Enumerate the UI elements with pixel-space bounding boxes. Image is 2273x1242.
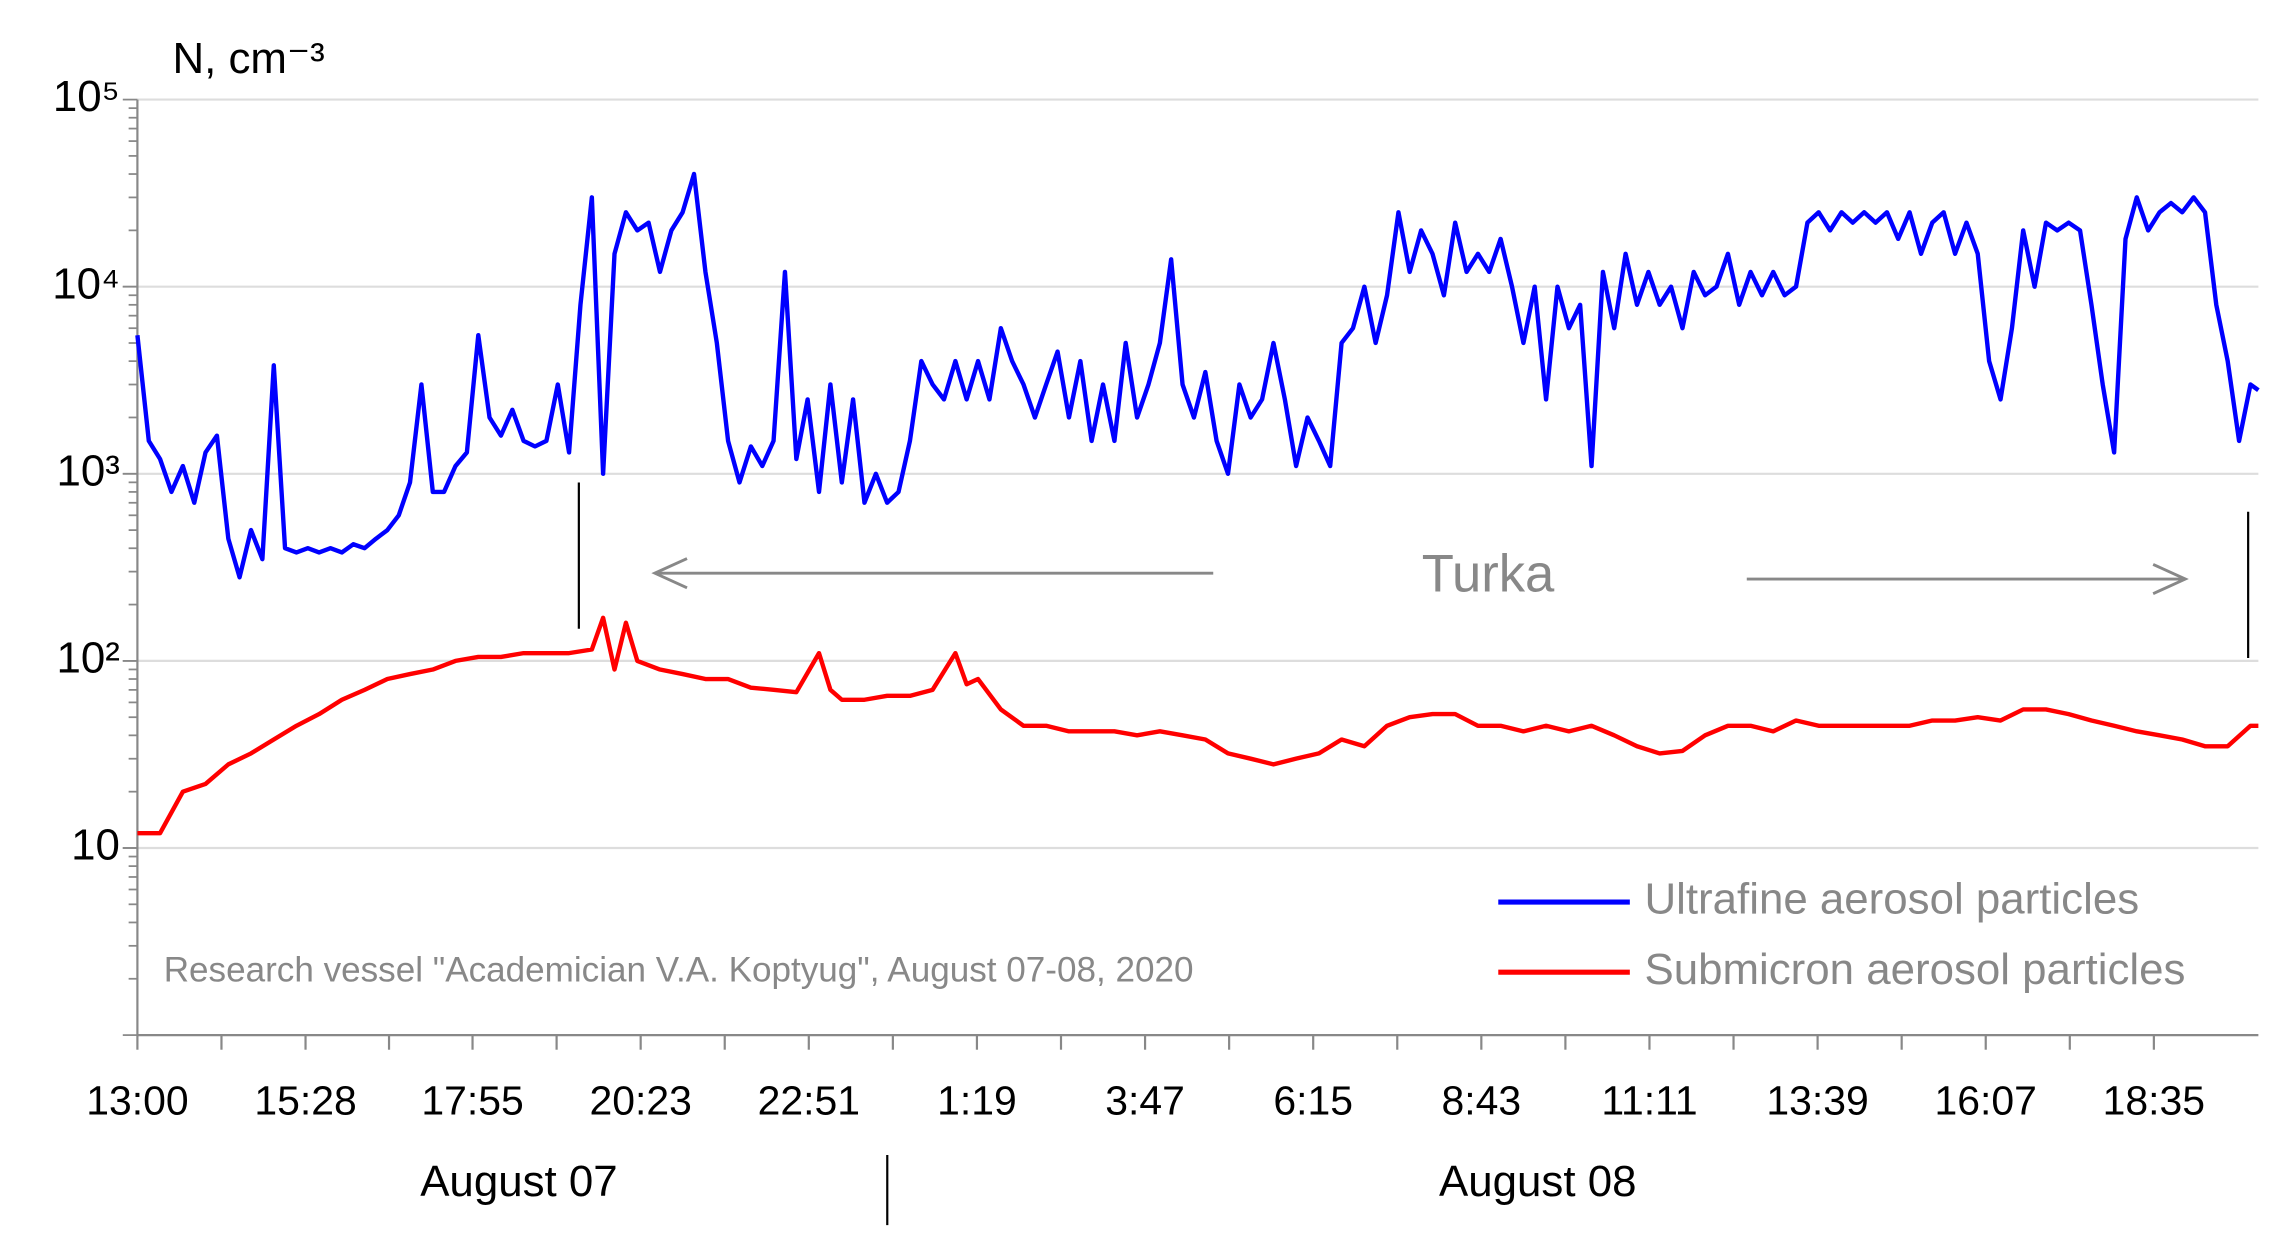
y-axis-label: N, cm⁻³ [172,34,324,83]
legend-label: Ultrafine aerosol particles [1644,875,2139,924]
x-tick-label: 15:28 [254,1078,356,1124]
y-tick-label: 10² [56,633,119,682]
x-tick-label: 13:00 [86,1078,188,1124]
arrows [651,557,2189,595]
caption: Research vessel "Academician V.A. Koptyu… [164,951,1194,990]
x-tick-label: 6:15 [1273,1078,1353,1124]
x-tick-label: 11:11 [1601,1078,1697,1124]
series-line [135,171,2260,580]
x-tick-label: 13:39 [1766,1078,1868,1124]
x-tick-label: 17:55 [421,1078,523,1124]
legend-label: Submicron aerosol particles [1644,945,2185,994]
arrow-head [651,557,688,590]
x-tick-label: 8:43 [1442,1078,1522,1124]
x-tick-label: 16:07 [1935,1078,2037,1124]
x-tick-label: 18:35 [2103,1078,2205,1124]
y-tick-label: 10⁴ [52,259,120,308]
x-tick-label: 20:23 [589,1078,691,1124]
x-tick-label: 3:47 [1105,1078,1185,1124]
annotation: Turka [1422,544,1555,603]
series-line [137,615,2259,836]
y-tick-label: 10 [71,821,120,870]
date-label: August 08 [1439,1157,1636,1206]
x-tick-label: 22:51 [758,1078,860,1124]
date-label: August 07 [420,1157,617,1206]
arrow-head [2152,563,2189,595]
y-tick-label: 10³ [56,446,119,495]
y-tick-label: 10⁵ [53,72,120,121]
x-tick-label: 1:19 [937,1078,1017,1124]
